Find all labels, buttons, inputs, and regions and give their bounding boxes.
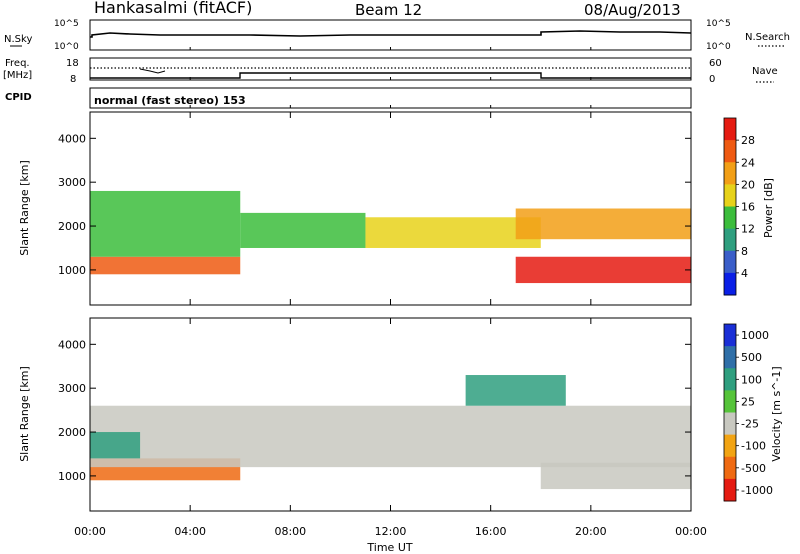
freq-frame xyxy=(89,57,692,81)
power-band-1 xyxy=(90,190,241,257)
velocity-ytick-label-0: 1000 xyxy=(58,470,86,483)
velocity-colorbar-cell-0 xyxy=(724,324,736,347)
freq-tick-top: 18 xyxy=(66,58,79,69)
velocity-panel: 1000 2000 3000 4000 Slant Range [km] 1000 50… xyxy=(18,317,783,512)
nsky-panel: N.Sky 10^5 10^0 10^5 10^0 N.Search xyxy=(4,19,790,52)
velocity-band-4 xyxy=(540,462,691,490)
power-bands xyxy=(90,190,691,284)
freq-label-1: Freq. xyxy=(5,58,30,69)
nsky-tick-top: 10^5 xyxy=(54,19,79,29)
power-band-0 xyxy=(90,256,241,275)
velocity-colorbar-cell-6 xyxy=(724,456,736,480)
velocity-colorbar-label-3: 25 xyxy=(741,395,755,408)
nsearch-tick-top: 10^5 xyxy=(706,19,731,29)
velocity-colorbar-label-4: -25 xyxy=(741,418,759,431)
beam-title: Beam 12 xyxy=(355,1,422,19)
power-band-2 xyxy=(240,212,366,248)
power-colorbar-label: Power [dB] xyxy=(762,178,775,238)
velocity-colorbar-cell-3 xyxy=(724,390,736,413)
velocity-colorbar-cell-4 xyxy=(724,412,736,436)
power-colorbar-label-3: 16 xyxy=(741,201,755,214)
xtick-label-0: 00:00 xyxy=(74,525,106,538)
power-ytick-label-1: 2000 xyxy=(58,220,86,233)
nsky-trace xyxy=(90,30,692,38)
cpid-panel: CPID normal (fast stereo) 153 xyxy=(5,87,692,109)
velocity-colorbar-cell-7 xyxy=(724,478,736,502)
nave-label: Nave xyxy=(752,66,778,77)
velocity-colorbar-cell-5 xyxy=(724,434,736,458)
power-colorbar-cell-2 xyxy=(724,162,736,185)
nave-tick-top: 60 xyxy=(709,58,722,69)
small-panel-ticks xyxy=(89,47,692,108)
xtick-label-1: 04:00 xyxy=(174,525,206,538)
xtick-label-2: 08:00 xyxy=(274,525,306,538)
nave-dip xyxy=(139,68,166,74)
nave-tick-bottom: 0 xyxy=(709,74,715,85)
nsky-tick-bottom: 10^0 xyxy=(54,42,79,52)
velocity-colorbar-label-5: -100 xyxy=(741,440,766,453)
power-ylabel: Slant Range [km] xyxy=(18,160,31,256)
velocity-band-1 xyxy=(90,405,691,468)
velocity-colorbar-label-2: 100 xyxy=(741,373,762,386)
power-colorbar-label-6: 28 xyxy=(741,134,755,147)
velocity-ytick-label-2: 3000 xyxy=(58,382,86,395)
power-colorbar-label-0: 4 xyxy=(741,267,748,280)
power-band-4 xyxy=(515,256,691,284)
power-panel: 1000 2000 3000 4000 Slant Range [km] 4 8 12 16… xyxy=(18,111,775,306)
power-colorbar-cell-0 xyxy=(724,118,736,141)
cpid-mode-text: normal (fast stereo) 153 xyxy=(94,94,246,107)
nsky-label: N.Sky xyxy=(4,34,32,45)
velocity-band-3 xyxy=(465,375,566,406)
power-colorbar-cell-4 xyxy=(724,206,736,230)
velocity-colorbar-label-7: -1000 xyxy=(741,484,773,497)
xtick-label-5: 20:00 xyxy=(575,525,607,538)
power-colorbar-cell-6 xyxy=(724,250,736,274)
velocity-band-2 xyxy=(90,432,141,459)
power-colorbar-label-5: 24 xyxy=(741,156,755,169)
time-axis: 00:00 04:00 08:00 12:00 16:00 20:00 00:00 xyxy=(74,112,707,538)
velocity-ylabel: Slant Range [km] xyxy=(18,366,31,462)
freq-label-2: [MHz] xyxy=(3,70,32,81)
power-ytick-label-0: 1000 xyxy=(58,264,86,277)
velocity-colorbar-cell-2 xyxy=(724,368,736,391)
power-ytick-label-3: 4000 xyxy=(58,132,86,145)
power-colorbar: 4 8 12 16 20 24 28 xyxy=(723,117,755,296)
xtick-label-4: 16:00 xyxy=(475,525,507,538)
velocity-colorbar-frame xyxy=(723,323,737,502)
power-colorbar-label-4: 20 xyxy=(741,178,755,191)
velocity-colorbar-label-6: -500 xyxy=(741,462,766,475)
velocity-colorbar-label-1: 500 xyxy=(741,351,762,364)
power-band-3 xyxy=(365,217,541,248)
velocity-ytick-label-1: 2000 xyxy=(58,426,86,439)
freq-solid-trace xyxy=(90,72,691,79)
nsearch-label: N.Search xyxy=(745,32,790,43)
power-colorbar-cell-1 xyxy=(724,140,736,163)
power-y-axis: 1000 2000 3000 4000 xyxy=(58,132,691,277)
freq-panel: Freq. [MHz] 18 8 60 0 Nave xyxy=(3,57,778,85)
velocity-colorbar-cell-1 xyxy=(724,346,736,369)
xtick-label-3: 12:00 xyxy=(375,525,407,538)
xtick-label-6: 00:00 xyxy=(675,525,707,538)
time-axis-label: Time UT xyxy=(366,541,412,554)
velocity-y-axis: 1000 2000 3000 4000 xyxy=(58,338,691,483)
freq-tick-bottom: 8 xyxy=(70,74,76,85)
velocity-bands xyxy=(90,375,691,490)
power-band-5 xyxy=(515,208,691,240)
velocity-colorbar-label-0: 1000 xyxy=(741,329,769,342)
velocity-colorbar: 1000 500 100 25 -25 -100 -500 -1000 xyxy=(723,323,773,502)
power-colorbar-cell-3 xyxy=(724,184,736,207)
power-colorbar-cell-5 xyxy=(724,228,736,252)
nsearch-tick-bottom: 10^0 xyxy=(706,42,731,52)
velocity-ytick-label-3: 4000 xyxy=(58,338,86,351)
power-colorbar-cell-7 xyxy=(724,272,736,296)
velocity-colorbar-label: Velocity [m s^-1] xyxy=(770,366,783,461)
power-colorbar-label-1: 8 xyxy=(741,245,748,258)
station-title: Hankasalmi (fitACF) xyxy=(94,0,252,17)
date-title: 08/Aug/2013 xyxy=(584,1,681,19)
power-ytick-label-2: 3000 xyxy=(58,176,86,189)
cpid-label: CPID xyxy=(5,92,32,103)
power-colorbar-label-2: 12 xyxy=(741,223,755,236)
